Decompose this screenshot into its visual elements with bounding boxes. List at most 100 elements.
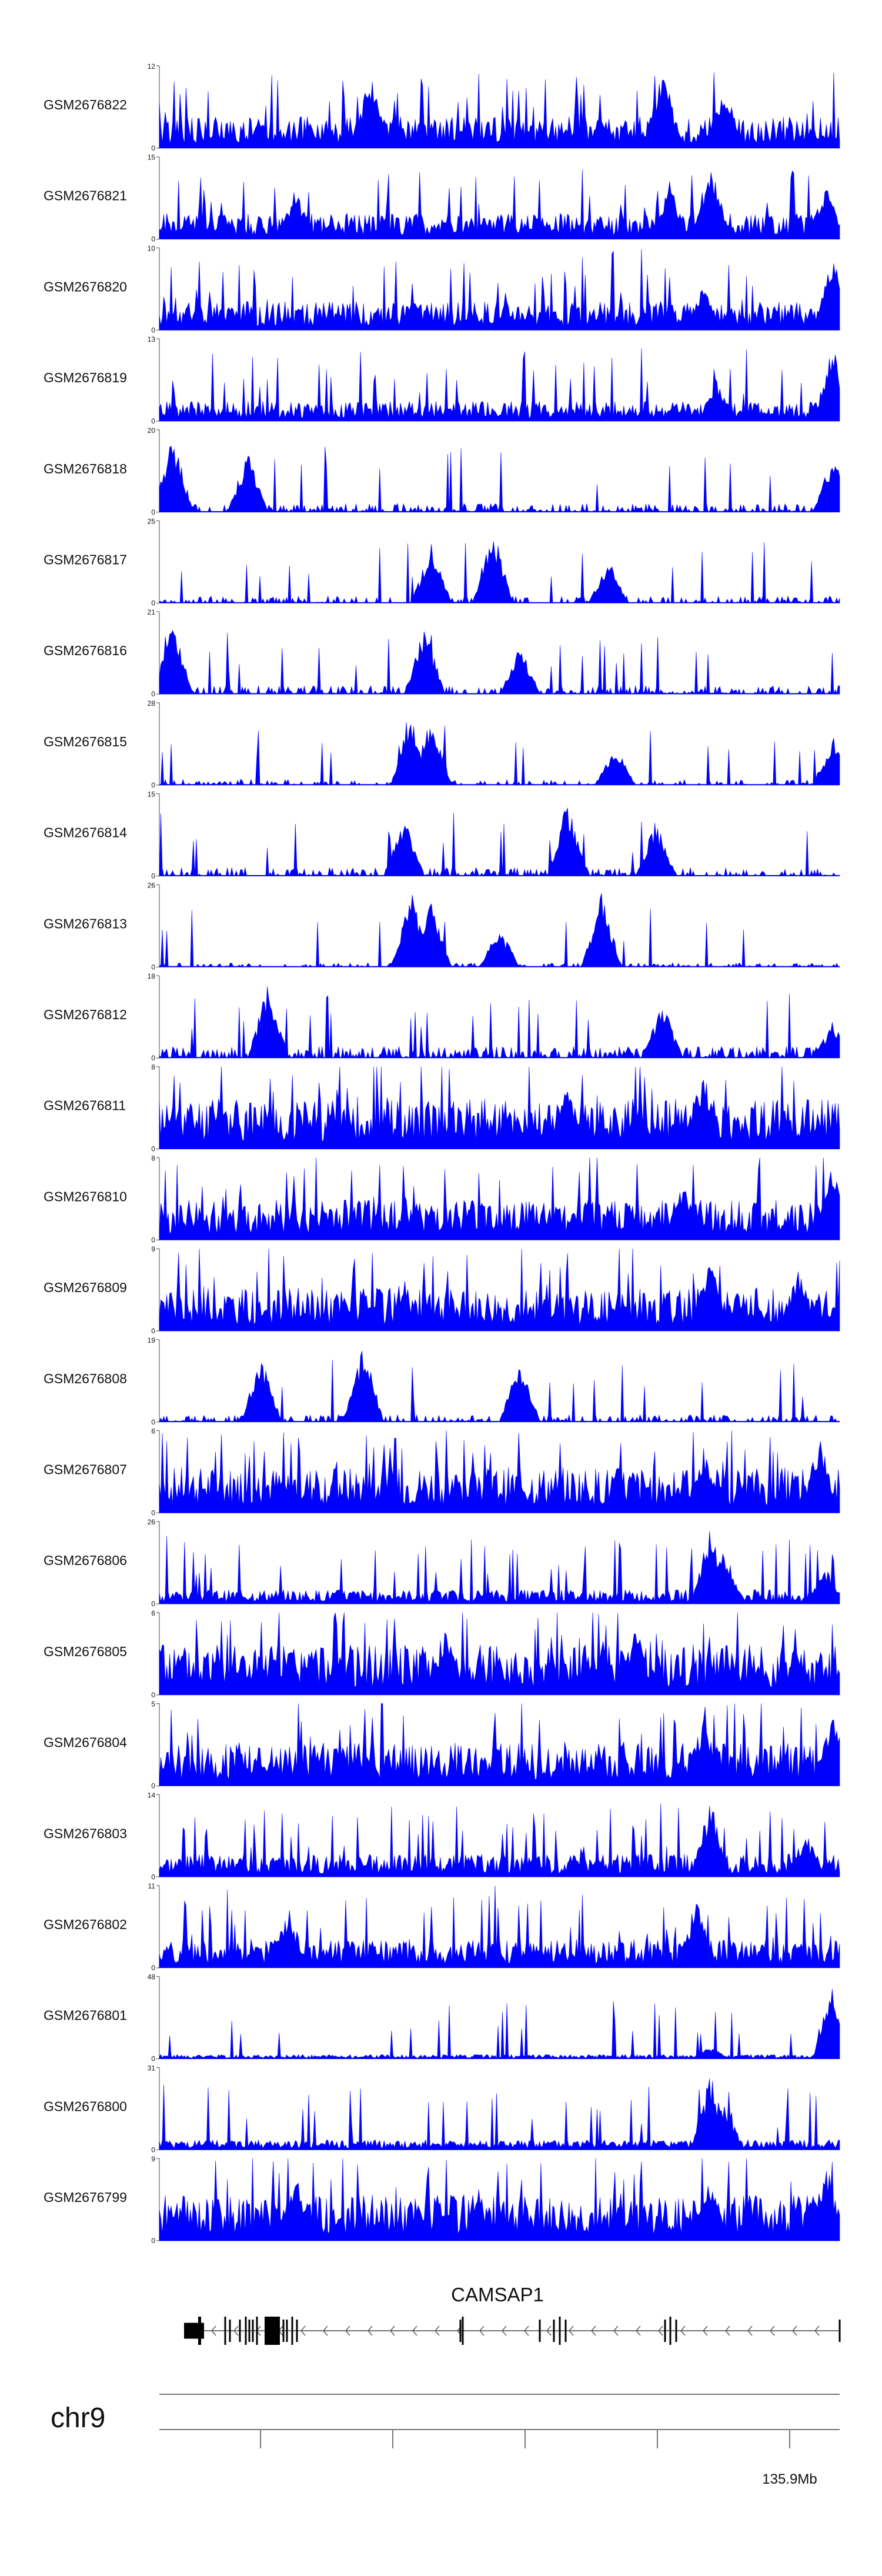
coverage-area bbox=[159, 1430, 840, 1513]
y-max-label: 9 bbox=[151, 1245, 155, 1253]
coverage-area bbox=[159, 1351, 840, 1423]
strand-arrow bbox=[435, 2325, 440, 2336]
strand-arrow bbox=[636, 2325, 641, 2336]
y-max-label: 48 bbox=[148, 1973, 156, 1981]
coverage-area bbox=[159, 1066, 840, 1149]
x-tick-label: 135.9Mb bbox=[762, 2471, 817, 2487]
exon bbox=[265, 2317, 280, 2345]
track-label: GSM2676808 bbox=[44, 1371, 127, 1386]
track-label: GSM2676809 bbox=[44, 1280, 127, 1295]
coverage-area bbox=[159, 722, 840, 786]
track-label: GSM2676800 bbox=[44, 2098, 127, 2114]
y-max-label: 28 bbox=[148, 699, 156, 708]
track-GSM2676800: GSM2676800 31 0 bbox=[44, 2064, 840, 2154]
strand-arrow bbox=[747, 2325, 753, 2336]
chromosome-label: chr9 bbox=[51, 2403, 105, 2434]
y-max-label: 8 bbox=[151, 1154, 155, 1162]
y-min-label: 0 bbox=[151, 1418, 155, 1426]
coverage-area bbox=[159, 893, 840, 967]
y-max-label: 21 bbox=[148, 608, 156, 616]
coverage-area bbox=[159, 986, 840, 1059]
y-min-label: 0 bbox=[151, 508, 155, 516]
track-label: GSM2676804 bbox=[44, 1735, 127, 1750]
coverage-area bbox=[159, 1531, 840, 1604]
track-GSM2676807: GSM2676807 6 0 bbox=[44, 1427, 840, 1517]
track-GSM2676813: GSM2676813 26 0 bbox=[44, 881, 840, 971]
coverage-area bbox=[159, 1885, 840, 1968]
y-min-label: 0 bbox=[151, 1964, 155, 1972]
coverage-area bbox=[159, 446, 840, 513]
coverage-area bbox=[159, 1157, 840, 1240]
y-max-label: 6 bbox=[151, 1427, 155, 1436]
coverage-area bbox=[159, 541, 840, 603]
coverage-area bbox=[159, 1703, 840, 1786]
strand-arrow bbox=[569, 2325, 574, 2336]
coverage-tracks: GSM2676822120GSM2676821150GSM2676820100G… bbox=[44, 62, 840, 2245]
y-max-label: 15 bbox=[148, 790, 156, 799]
y-max-label: 20 bbox=[148, 426, 156, 435]
exon bbox=[198, 2317, 201, 2345]
gene-model: CAMSAP1 bbox=[184, 2284, 841, 2345]
y-max-label: 14 bbox=[148, 1791, 156, 1799]
y-max-label: 19 bbox=[148, 1336, 156, 1344]
track-GSM2676821: GSM2676821 15 0 bbox=[44, 154, 840, 243]
track-label: GSM2676820 bbox=[44, 279, 127, 294]
y-max-label: 26 bbox=[148, 881, 156, 889]
track-label: GSM2676802 bbox=[44, 1917, 127, 1932]
track-GSM2676811: GSM2676811 8 0 bbox=[44, 1063, 840, 1153]
y-max-label: 25 bbox=[148, 518, 156, 526]
track-label: GSM2676822 bbox=[44, 97, 127, 112]
track-GSM2676802: GSM2676802 11 0 bbox=[44, 1882, 840, 1972]
coverage-area bbox=[159, 2158, 840, 2241]
track-label: GSM2676811 bbox=[44, 1098, 126, 1113]
track-label: GSM2676814 bbox=[44, 825, 127, 840]
y-min-label: 0 bbox=[151, 2237, 155, 2245]
y-max-label: 18 bbox=[148, 972, 156, 980]
coverage-area bbox=[159, 1612, 840, 1696]
track-label: GSM2676813 bbox=[44, 916, 127, 931]
strand-arrow bbox=[524, 2325, 529, 2336]
y-max-label: 11 bbox=[148, 1882, 156, 1890]
strand-arrow bbox=[680, 2325, 686, 2336]
y-min-label: 0 bbox=[151, 1236, 155, 1244]
coverage-area bbox=[159, 2078, 840, 2150]
strand-arrow bbox=[703, 2325, 708, 2336]
strand-arrow bbox=[345, 2325, 350, 2336]
y-max-label: 26 bbox=[148, 1518, 156, 1526]
y-min-label: 0 bbox=[151, 963, 155, 971]
gene-label: CAMSAP1 bbox=[451, 2284, 544, 2305]
track-label: GSM2676803 bbox=[44, 1826, 127, 1841]
coverage-area bbox=[159, 1803, 840, 1877]
strand-arrow bbox=[300, 2325, 306, 2336]
y-max-label: 10 bbox=[148, 244, 156, 252]
coverage-area bbox=[159, 72, 840, 149]
track-label: GSM2676801 bbox=[44, 2008, 127, 2023]
y-max-label: 6 bbox=[151, 1609, 155, 1617]
track-GSM2676808: GSM2676808 19 0 bbox=[44, 1336, 840, 1426]
track-GSM2676814: GSM2676814 15 0 bbox=[44, 790, 840, 880]
track-GSM2676816: GSM2676816 21 0 bbox=[44, 608, 840, 698]
y-max-label: 9 bbox=[151, 2155, 155, 2163]
y-min-label: 0 bbox=[151, 1691, 155, 1699]
strand-arrow bbox=[725, 2325, 730, 2336]
track-label: GSM2676806 bbox=[44, 1553, 127, 1568]
track-GSM2676817: GSM2676817 25 0 bbox=[44, 518, 840, 608]
strand-arrow bbox=[412, 2325, 417, 2336]
y-min-label: 0 bbox=[151, 1782, 155, 1790]
y-max-label: 15 bbox=[148, 154, 156, 162]
track-GSM2676805: GSM2676805 6 0 bbox=[44, 1609, 840, 1699]
coverage-area bbox=[159, 1249, 840, 1332]
track-GSM2676810: GSM2676810 8 0 bbox=[44, 1154, 840, 1244]
track-GSM2676818: GSM2676818 20 0 bbox=[44, 426, 840, 516]
track-label: GSM2676819 bbox=[44, 370, 127, 385]
y-min-label: 0 bbox=[151, 1145, 155, 1153]
y-min-label: 0 bbox=[151, 1327, 155, 1335]
track-GSM2676809: GSM2676809 9 0 bbox=[44, 1245, 840, 1335]
track-label: GSM2676812 bbox=[44, 1007, 127, 1022]
track-GSM2676804: GSM2676804 5 0 bbox=[44, 1700, 840, 1790]
y-min-label: 0 bbox=[151, 872, 155, 880]
coverage-area bbox=[159, 807, 840, 876]
track-GSM2676822: GSM2676822 12 0 bbox=[44, 62, 840, 152]
strand-arrow bbox=[368, 2325, 373, 2336]
